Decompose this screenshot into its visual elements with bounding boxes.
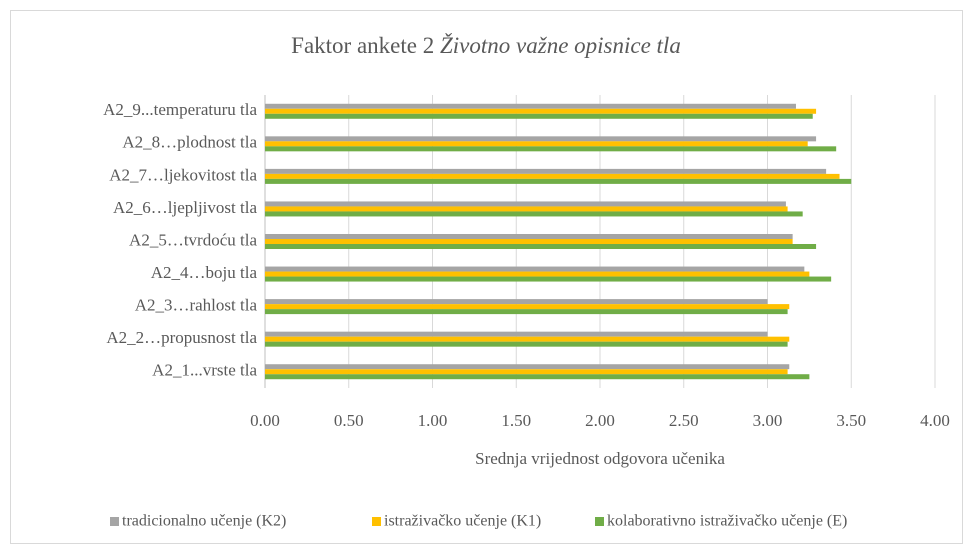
bar	[265, 234, 793, 239]
x-tick-label: 0.50	[334, 411, 364, 430]
bar	[265, 309, 788, 315]
chart-title: Faktor ankete 2 Životno važne opisnice t…	[291, 33, 681, 58]
y-tick-label: A2_1...vrste tla	[152, 361, 257, 380]
bar	[265, 266, 805, 272]
bar	[265, 211, 803, 217]
x-axis-label: Srednja vrijednost odgovora učenika	[475, 449, 725, 468]
bar	[265, 136, 817, 142]
legend-swatch	[110, 517, 119, 526]
bar	[265, 146, 837, 152]
x-tick-label: 1.50	[501, 411, 531, 430]
bar	[265, 336, 790, 342]
bar	[265, 271, 810, 277]
legend-label: tradicionalno učenje (K2)	[122, 513, 286, 530]
bar	[265, 244, 817, 249]
title-part: Faktor ankete 2	[291, 33, 434, 58]
y-tick-label: A2_8…plodnost tla	[122, 133, 257, 152]
bar	[265, 239, 793, 244]
legend-swatch	[372, 517, 381, 526]
y-tick-label: A2_2…propusnost tla	[106, 328, 257, 347]
y-tick-label: A2_6…ljepljivost tla	[113, 198, 257, 217]
bar	[265, 341, 788, 347]
y-tick-label: A2_4…boju tla	[151, 263, 258, 282]
bar	[265, 201, 786, 207]
bar	[265, 299, 768, 305]
bar	[265, 103, 796, 109]
x-tick-label: 2.00	[585, 411, 615, 430]
x-tick-label: 0.00	[250, 411, 280, 430]
bar	[265, 173, 840, 179]
bar	[265, 331, 768, 337]
bar	[265, 206, 788, 212]
y-tick-label: A2_9...temperaturu tla	[103, 100, 257, 119]
x-tick-label: 3.00	[753, 411, 783, 430]
bar	[265, 276, 832, 282]
bar	[265, 168, 827, 174]
bar	[265, 113, 813, 119]
title-part: Životno važne opisnice tla	[440, 33, 681, 58]
bar	[265, 178, 852, 184]
y-tick-label: A2_3…rahlost tla	[135, 296, 258, 315]
bar	[265, 364, 790, 370]
bar	[265, 369, 788, 375]
bar	[265, 108, 817, 114]
bar	[265, 141, 808, 147]
legend-label: istraživačko učenje (K1)	[384, 513, 541, 530]
bar	[265, 304, 790, 310]
x-tick-label: 1.00	[418, 411, 448, 430]
legend-swatch	[595, 517, 604, 526]
legend-label: kolaborativno istraživačko učenje (E)	[607, 513, 847, 530]
y-tick-label: A2_5…tvrdoću tla	[129, 230, 257, 249]
y-tick-label: A2_7…ljekovitost tla	[109, 165, 257, 184]
x-tick-label: 2.50	[669, 411, 699, 430]
x-tick-label: 4.00	[920, 411, 950, 430]
bar	[265, 374, 810, 380]
x-tick-label: 3.50	[836, 411, 866, 430]
